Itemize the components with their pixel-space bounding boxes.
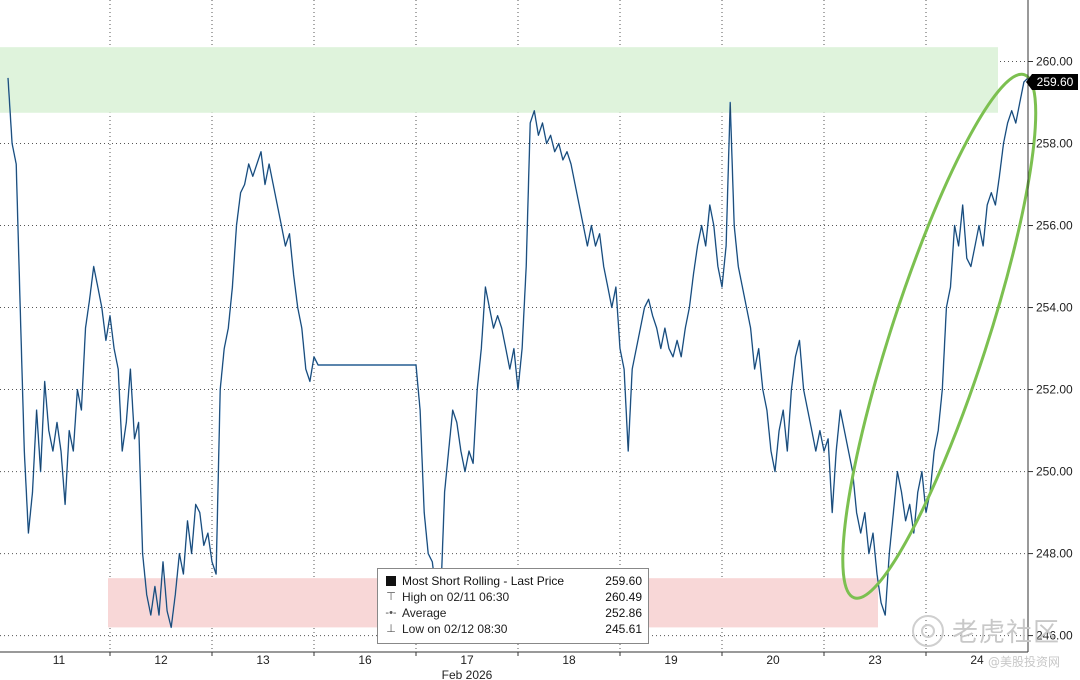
y-tick-label: 248.00 [1036,547,1073,561]
last-price-tag: 259.60 [1037,75,1074,89]
checkbox-square-icon [384,574,398,588]
series [7,77,1029,629]
legend-low-value: 245.61 [605,622,642,636]
x-tick-label: 11 [53,653,66,667]
legend-row-low: ⊥ Low on 02/12 08:30 245.61 [384,621,642,637]
y-tick-label: 252.00 [1036,383,1073,397]
legend-title-value: 259.60 [605,574,642,588]
legend-high-label: High on 02/11 06:30 [402,590,510,604]
y-tick-label: 250.00 [1036,465,1073,479]
y-tick-label: 254.00 [1036,301,1073,315]
legend-low-label: Low on 02/12 08:30 [402,622,508,636]
x-tick-label: 17 [460,653,474,667]
watermark-title: 老虎社区 [911,612,1060,649]
watermark-logo-icon [911,614,944,647]
highlight-ellipse [841,72,1038,600]
y-tick-label: 260.00 [1036,55,1073,69]
x-tick-label: 12 [154,653,168,667]
legend-high-value: 260.49 [605,590,642,604]
legend-average-label: Average [402,606,447,620]
last-price-tag-arrow [1026,74,1032,90]
low-marker-icon: ⊥ [386,623,396,635]
y-tick-label: 258.00 [1036,137,1073,151]
chart-legend: Most Short Rolling - Last Price 259.60 ⊤… [377,568,649,644]
x-axis-sublabel: Feb 2026 [442,668,493,680]
legend-row-high: ⊤ High on 02/11 06:30 260.49 [384,589,642,605]
legend-title: Most Short Rolling - Last Price [402,574,565,588]
high-marker-icon: ⊤ [386,591,396,603]
last-price-tag-group: 259.60 [1026,74,1078,90]
y-tick-label: 246.00 [1036,629,1073,643]
y-tick-label: 256.00 [1036,219,1073,233]
bands [0,47,998,628]
watermark-handle: @美股投资网 [987,655,1060,669]
watermark-text: 老虎社区 [951,618,1060,648]
annotations [841,72,1038,600]
last-price-tag-bg [1032,74,1078,90]
x-tick-label: 19 [664,653,678,667]
legend-row-title: Most Short Rolling - Last Price 259.60 [384,573,642,589]
x-tick-label: 20 [766,653,780,667]
average-marker-icon: -•- [385,607,397,619]
x-tick-label: 16 [358,653,372,667]
x-tick-label: 13 [256,653,270,667]
resistance-band [0,47,998,113]
x-tick-label: 24 [970,653,984,667]
legend-row-average: -•- Average 252.86 [384,605,642,621]
x-tick-label: 23 [868,653,882,667]
watermark: 老虎社区 @美股投资网 [911,612,1060,670]
series-line-shadow [7,77,1029,628]
legend-average-value: 252.86 [605,606,642,620]
x-tick-label: 18 [562,653,576,667]
